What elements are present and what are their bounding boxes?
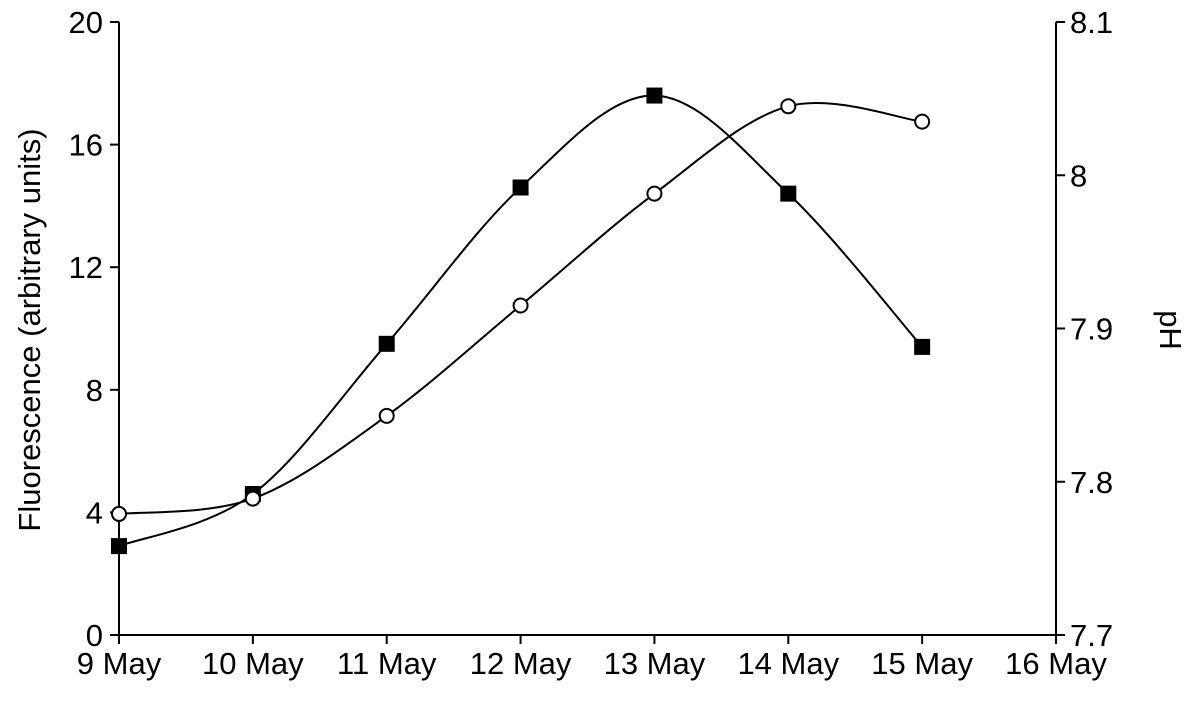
left-y-tick-label: 12: [69, 250, 103, 285]
x-tick-label: 13 May: [604, 646, 706, 681]
circle-marker: [646, 185, 663, 202]
x-tick-label: 9 May: [77, 646, 162, 681]
circle-marker: [780, 98, 797, 115]
square-marker: [914, 338, 931, 355]
x-tick-label: 12 May: [470, 646, 572, 681]
x-tick-label: 14 May: [737, 646, 839, 681]
left-y-axis-title: Fluorescence (arbitrary units): [12, 128, 47, 531]
right-y-tick-label: 7.9: [1070, 312, 1113, 347]
circle-marker: [378, 407, 395, 424]
series-line: [118, 94, 923, 548]
x-axis-ticks: 9 May 10 May 11 May 12 May 13 May 14 May 15 Ma…: [77, 635, 1107, 681]
circle-marker: [914, 113, 931, 130]
circle-marker: [244, 490, 261, 507]
right-y-tick-label: 7.7: [1070, 618, 1113, 653]
left-y-axis-ticks: 0 4 8 12 16 20: [69, 5, 119, 653]
square-marker: [646, 87, 663, 104]
series-layer: [111, 87, 931, 555]
right-y-tick-label: 7.8: [1070, 465, 1113, 500]
x-tick-label: 15 May: [871, 646, 973, 681]
left-y-tick-label: 16: [69, 128, 103, 163]
right-y-axis-ticks: 7.7 7.8 7.9 8 8.1: [1056, 5, 1113, 653]
series-1: [111, 87, 931, 555]
left-y-tick-label: 8: [86, 373, 103, 408]
x-tick-label: 11 May: [337, 646, 437, 681]
square-marker: [780, 185, 797, 202]
x-tick-label: 16 May: [1005, 646, 1107, 681]
left-y-tick-label: 20: [69, 5, 103, 40]
x-tick-label: 10 May: [202, 646, 304, 681]
plot-axes: [118, 22, 1057, 636]
series-2: [111, 98, 931, 522]
square-marker: [378, 335, 395, 352]
square-marker: [512, 179, 529, 196]
right-y-tick-label: 8: [1070, 158, 1087, 193]
circle-marker: [512, 297, 529, 314]
right-y-tick-label: 8.1: [1070, 5, 1113, 40]
circle-marker: [111, 505, 127, 522]
left-y-tick-label: 4: [86, 495, 103, 530]
right-y-axis-title: pH: [1153, 310, 1188, 350]
left-y-tick-label: 0: [86, 618, 103, 653]
square-marker: [111, 538, 127, 555]
